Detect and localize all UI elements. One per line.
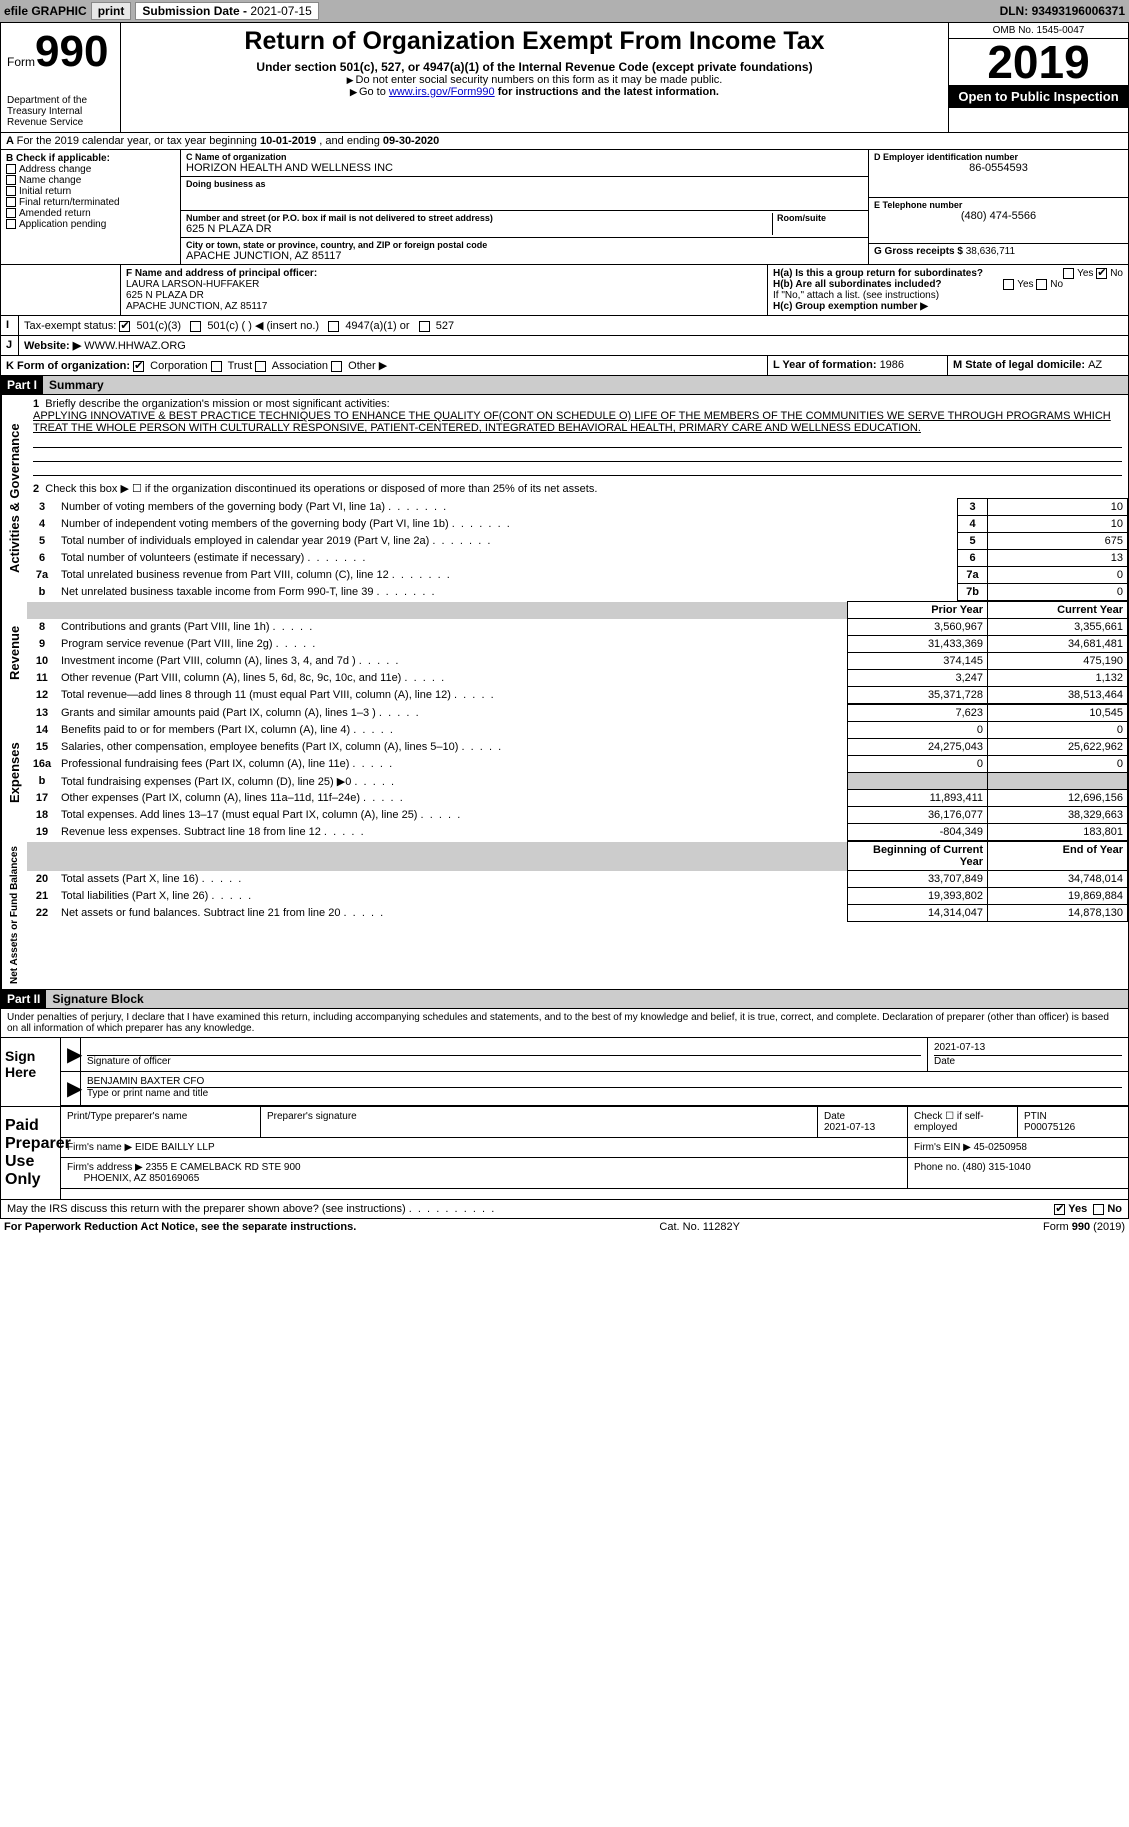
table-row: 7aTotal unrelated business revenue from … bbox=[27, 567, 1128, 584]
efile-label: efile GRAPHIC bbox=[4, 4, 87, 18]
table-row: bTotal fundraising expenses (Part IX, co… bbox=[27, 773, 1128, 790]
table-row: 11Other revenue (Part VIII, column (A), … bbox=[27, 670, 1128, 687]
governance-table: 3Number of voting members of the governi… bbox=[27, 498, 1128, 601]
box-i: I Tax-exempt status: 501(c)(3) 501(c) ( … bbox=[1, 315, 1128, 335]
officer-printed-name: BENJAMIN BAXTER CFO bbox=[87, 1076, 1122, 1088]
box-c: C Name of organization HORIZON HEALTH AN… bbox=[181, 150, 868, 264]
table-row: 8Contributions and grants (Part VIII, li… bbox=[27, 619, 1128, 636]
org-name: HORIZON HEALTH AND WELLNESS INC bbox=[186, 162, 863, 174]
checkbox-option[interactable]: Address change bbox=[6, 164, 175, 175]
table-row: 5Total number of individuals employed in… bbox=[27, 533, 1128, 550]
table-row: 3Number of voting members of the governi… bbox=[27, 499, 1128, 516]
city-state-zip: APACHE JUNCTION, AZ 85117 bbox=[186, 250, 863, 262]
form-header: Form990 Department of the Treasury Inter… bbox=[1, 23, 1128, 132]
dept-label: Department of the Treasury Internal Reve… bbox=[7, 95, 114, 128]
table-row: 20Total assets (Part X, line 16) . . . .… bbox=[27, 871, 1128, 888]
netassets-label: Net Assets or Fund Balances bbox=[1, 841, 27, 989]
form-title: Return of Organization Exempt From Incom… bbox=[129, 27, 940, 56]
table-row: 21Total liabilities (Part X, line 26) . … bbox=[27, 888, 1128, 905]
part-ii-header: Part II Signature Block bbox=[1, 989, 1128, 1008]
year-cell: OMB No. 1545-0047 2019 Open to Public In… bbox=[948, 23, 1128, 132]
checkbox-option[interactable]: Initial return bbox=[6, 186, 175, 197]
box-deg: D Employer identification number 86-0554… bbox=[868, 150, 1128, 264]
checkbox-option[interactable]: Name change bbox=[6, 175, 175, 186]
irs-link[interactable]: www.irs.gov/Form990 bbox=[389, 86, 495, 98]
mission-text: APPLYING INNOVATIVE & BEST PRACTICE TECH… bbox=[33, 410, 1111, 434]
revenue-table: Prior YearCurrent Year8Contributions and… bbox=[27, 601, 1128, 704]
sig-date: 2021-07-13 bbox=[934, 1042, 1122, 1056]
expenses-section: Expenses 13Grants and similar amounts pa… bbox=[1, 704, 1128, 841]
discuss-row: May the IRS discuss this return with the… bbox=[1, 1199, 1128, 1218]
table-row: 4Number of independent voting members of… bbox=[27, 516, 1128, 533]
form-subtitle: Under section 501(c), 527, or 4947(a)(1)… bbox=[129, 60, 940, 74]
table-row: 16aProfessional fundraising fees (Part I… bbox=[27, 756, 1128, 773]
table-header-row: Beginning of Current YearEnd of Year bbox=[27, 842, 1128, 871]
open-inspection: Open to Public Inspection bbox=[949, 85, 1128, 108]
table-row: 19Revenue less expenses. Subtract line 1… bbox=[27, 824, 1128, 841]
ein: 86-0554593 bbox=[874, 162, 1123, 174]
toolbar: efile GRAPHIC print Submission Date - 20… bbox=[0, 0, 1129, 22]
table-row: 15Salaries, other compensation, employee… bbox=[27, 739, 1128, 756]
box-b: B Check if applicable: Address changeNam… bbox=[1, 150, 181, 264]
netassets-table: Beginning of Current YearEnd of Year20To… bbox=[27, 841, 1128, 922]
ptin: P00075126 bbox=[1024, 1122, 1075, 1133]
paid-preparer-block: Paid Preparer Use Only Print/Type prepar… bbox=[1, 1106, 1128, 1199]
table-row: 14Benefits paid to or for members (Part … bbox=[27, 722, 1128, 739]
expenses-table: 13Grants and similar amounts paid (Part … bbox=[27, 704, 1128, 841]
telephone: (480) 474-5566 bbox=[874, 210, 1123, 222]
form-id-cell: Form990 Department of the Treasury Inter… bbox=[1, 23, 121, 132]
table-row: 10Investment income (Part VIII, column (… bbox=[27, 653, 1128, 670]
section-bcdeg: B Check if applicable: Address changeNam… bbox=[1, 149, 1128, 264]
submission-date: Submission Date - 2021-07-15 bbox=[135, 2, 318, 20]
form-note1: Do not enter social security numbers on … bbox=[129, 74, 940, 86]
checkbox-option[interactable]: Final return/terminated bbox=[6, 197, 175, 208]
website: WWW.HHWAZ.ORG bbox=[84, 340, 186, 352]
netassets-section: Net Assets or Fund Balances Beginning of… bbox=[1, 841, 1128, 989]
firm-phone: (480) 315-1040 bbox=[962, 1162, 1030, 1173]
firm-name: EIDE BAILLY LLP bbox=[135, 1142, 215, 1153]
year-formation: 1986 bbox=[880, 359, 904, 371]
print-button[interactable]: print bbox=[91, 2, 132, 20]
line-2: Check this box ▶ ☐ if the organization d… bbox=[45, 483, 597, 495]
governance-label: Activities & Governance bbox=[1, 395, 27, 601]
officer-name: LAURA LARSON-HUFFAKER bbox=[126, 279, 259, 290]
table-row: bNet unrelated business taxable income f… bbox=[27, 584, 1128, 601]
table-row: 17Other expenses (Part IX, column (A), l… bbox=[27, 790, 1128, 807]
table-row: 9Program service revenue (Part VIII, lin… bbox=[27, 636, 1128, 653]
line-a: A For the 2019 calendar year, or tax yea… bbox=[1, 132, 1128, 149]
part-i-header: Part I Summary bbox=[1, 375, 1128, 394]
tax-year: 2019 bbox=[949, 39, 1128, 85]
checkbox-option[interactable]: Amended return bbox=[6, 208, 175, 219]
declaration: Under penalties of perjury, I declare th… bbox=[1, 1008, 1128, 1037]
table-row: 18Total expenses. Add lines 13–17 (must … bbox=[27, 807, 1128, 824]
firm-ein: 45-0250958 bbox=[974, 1142, 1027, 1153]
table-row: 6Total number of volunteers (estimate if… bbox=[27, 550, 1128, 567]
street: 625 N PLAZA DR bbox=[186, 223, 768, 235]
box-h: H(a) Is this a group return for subordin… bbox=[768, 265, 1128, 315]
table-row: 22Net assets or fund balances. Subtract … bbox=[27, 905, 1128, 922]
checkbox-option[interactable]: Application pending bbox=[6, 219, 175, 230]
table-row: 13Grants and similar amounts paid (Part … bbox=[27, 705, 1128, 722]
state-domicile: AZ bbox=[1088, 359, 1102, 371]
table-header-row: Prior YearCurrent Year bbox=[27, 602, 1128, 619]
revenue-section: Revenue Prior YearCurrent Year8Contribut… bbox=[1, 601, 1128, 704]
table-row: 12Total revenue—add lines 8 through 11 (… bbox=[27, 687, 1128, 704]
form-note2: Go to www.irs.gov/Form990 for instructio… bbox=[129, 86, 940, 98]
expenses-label: Expenses bbox=[1, 704, 27, 841]
part-i-body: Activities & Governance 1 Briefly descri… bbox=[1, 394, 1128, 601]
box-j: J Website: ▶ WWW.HHWAZ.ORG bbox=[1, 335, 1128, 355]
revenue-label: Revenue bbox=[1, 601, 27, 704]
gross-receipts: 38,636,711 bbox=[966, 246, 1015, 257]
page-footer: For Paperwork Reduction Act Notice, see … bbox=[0, 1219, 1129, 1235]
sign-here-block: Sign Here ▶ Signature of officer 2021-07… bbox=[1, 1037, 1128, 1106]
dln: DLN: 93493196006371 bbox=[1000, 4, 1125, 18]
form-body: Form990 Department of the Treasury Inter… bbox=[0, 22, 1129, 1219]
box-klm: K Form of organization: Corporation Trus… bbox=[1, 355, 1128, 375]
section-fh: F Name and address of principal officer:… bbox=[1, 264, 1128, 315]
form-title-cell: Return of Organization Exempt From Incom… bbox=[121, 23, 948, 132]
